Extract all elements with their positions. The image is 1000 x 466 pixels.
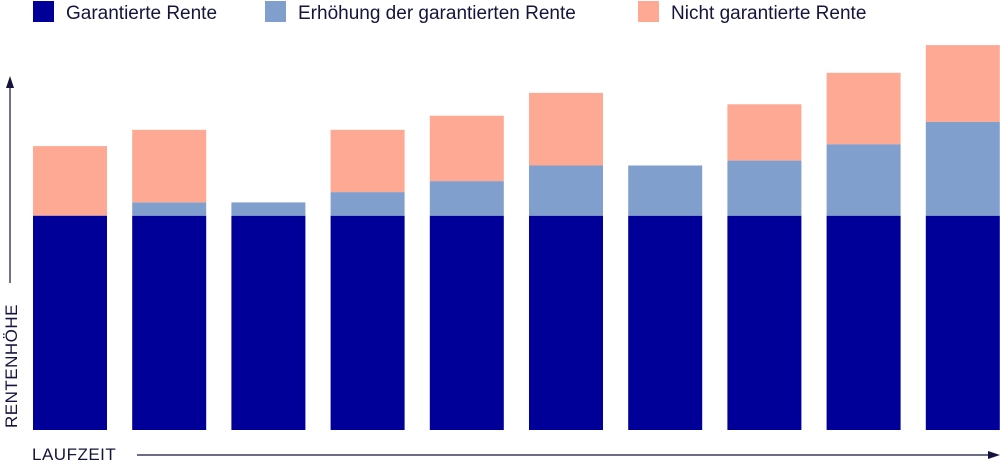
x-axis-label: LAUFZEIT (32, 445, 116, 464)
bar-6-erhoehung (529, 165, 603, 216)
bar-8-erhoehung (727, 160, 802, 216)
bar-9-erhoehung (826, 144, 901, 216)
bar-2-garantierte-rente (132, 215, 207, 430)
bar-5-erhoehung (429, 181, 504, 216)
bar-6-garantierte-rente (529, 215, 603, 430)
legend-swatch-nicht-garantierte-rente (638, 1, 659, 22)
bar-8-garantierte-rente (727, 215, 802, 430)
legend-swatch-erhoehung (265, 1, 286, 22)
bars (33, 45, 1000, 430)
x-axis-arrow-icon (988, 451, 1000, 459)
x-axis: LAUFZEIT (32, 445, 1000, 464)
bar-10-nicht-garantierte-rente (925, 45, 1000, 122)
legend-swatch-garantierte-rente (33, 1, 54, 22)
y-axis-label: RENTENHÖHE (2, 304, 21, 428)
bar-8-nicht-garantierte-rente (727, 104, 802, 161)
legend-label-garantierte-rente: Garantierte Rente (66, 3, 217, 24)
bar-6-nicht-garantierte-rente (529, 92, 603, 166)
bar-9-garantierte-rente (826, 215, 901, 430)
bar-3-erhoehung (231, 202, 306, 216)
bar-5-nicht-garantierte-rente (429, 115, 504, 182)
bar-2-nicht-garantierte-rente (132, 129, 207, 203)
legend-label-erhoehung: Erhöhung der garantierten Rente (298, 3, 576, 24)
legend-label-nicht-garantierte-rente: Nicht garantierte Rente (671, 3, 866, 24)
bar-2-erhoehung (132, 202, 207, 216)
bar-4-garantierte-rente (330, 215, 405, 430)
bar-9-nicht-garantierte-rente (826, 72, 901, 145)
bar-7-garantierte-rente (628, 215, 703, 430)
legend: Garantierte Rente Erhöhung der garantier… (33, 1, 866, 24)
bar-4-nicht-garantierte-rente (330, 129, 405, 193)
bar-4-erhoehung (330, 192, 405, 216)
bar-7-erhoehung (628, 165, 703, 216)
bar-1-garantierte-rente (33, 215, 107, 430)
bar-10-erhoehung (925, 121, 1000, 216)
y-axis-arrow-icon (6, 76, 14, 88)
bar-10-garantierte-rente (925, 215, 1000, 430)
bar-1-nicht-garantierte-rente (33, 146, 107, 216)
y-axis: RENTENHÖHE (2, 76, 21, 428)
bar-5-garantierte-rente (429, 215, 504, 430)
bar-3-garantierte-rente (231, 215, 306, 430)
